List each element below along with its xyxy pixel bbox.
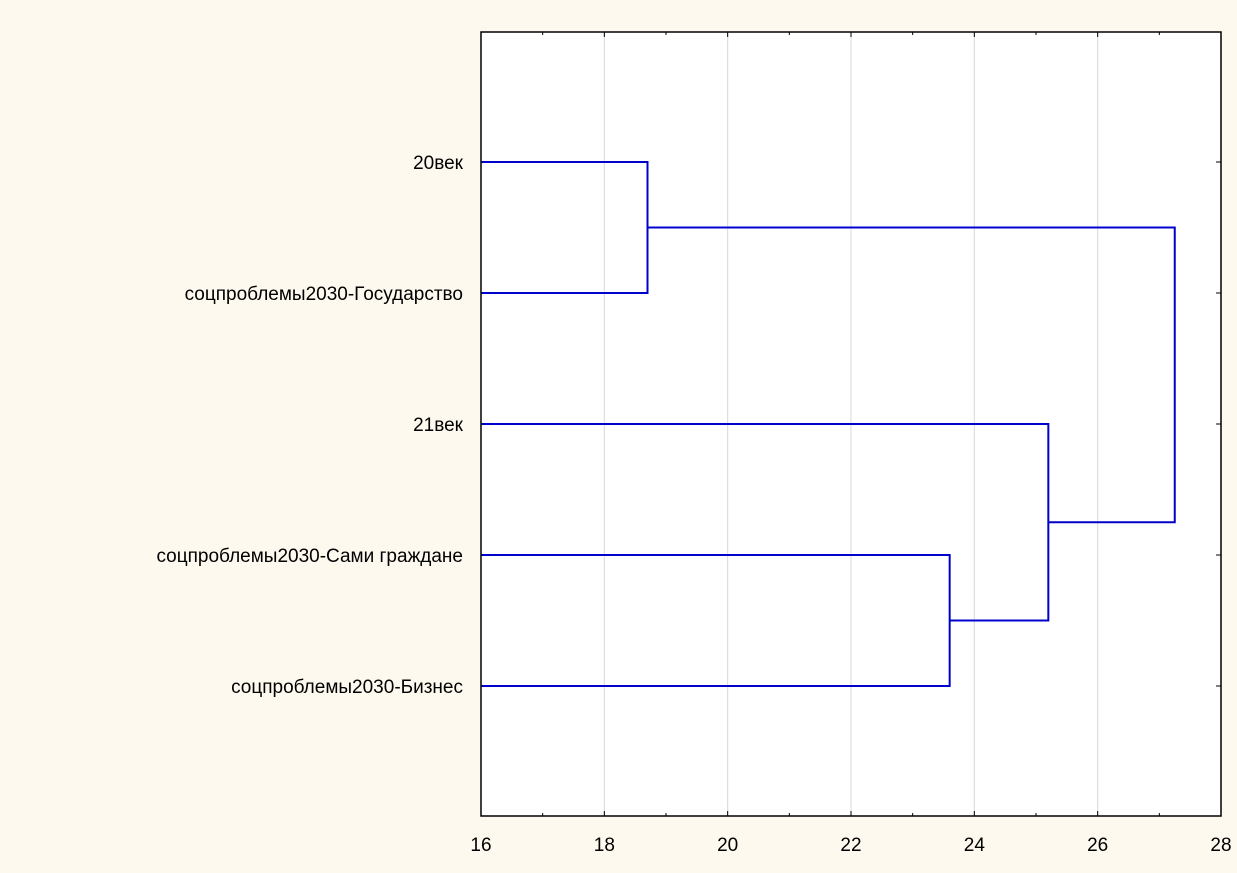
- leaf-label: 21век: [413, 415, 464, 436]
- x-tick-label: 28: [1210, 835, 1231, 856]
- dendrogram-link: [481, 423, 1050, 622]
- dendrogram-branches: [481, 161, 1176, 687]
- leaf-label: 20век: [413, 153, 464, 174]
- x-tick-label: 22: [840, 835, 861, 856]
- leaf-labels: 20век соцпроблемы2030-Государство 21век соц…: [156, 153, 463, 698]
- x-tick-label: 24: [964, 835, 986, 856]
- leaf-label: соцпроблемы2030-Бизнес: [231, 677, 463, 698]
- x-tick-label: 16: [470, 835, 491, 856]
- x-tick-label: 20: [717, 835, 738, 856]
- x-tick-label: 18: [594, 835, 615, 856]
- axis-ticks: [480, 32, 1222, 816]
- dendrogram-link: [647, 226, 1176, 524]
- x-tick-label: 26: [1087, 835, 1108, 856]
- leaf-label: соцпроблемы2030-Государство: [185, 284, 463, 305]
- x-axis-tick-labels: 16 18 20 22 24 26 28: [470, 835, 1231, 856]
- leaf-label: соцпроблемы2030-Сами граждане: [156, 546, 463, 567]
